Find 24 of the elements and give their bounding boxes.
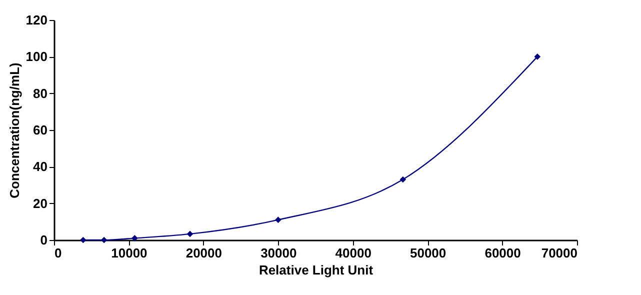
y-tick-label: 40 [33,159,48,174]
x-tick-label: 50000 [410,246,446,260]
y-tick-label: 60 [33,122,48,138]
y-tick-label: 0 [40,232,48,248]
point [274,216,282,223]
point [186,230,194,238]
x-tick-label: 20000 [186,246,222,260]
y-tick-label: 120 [26,12,48,28]
x-tick-label: 70000 [541,246,578,260]
point [534,54,541,60]
y-tick-label: 100 [26,49,48,64]
x-axis-title: Relative Light Unit [258,262,374,278]
point [100,236,108,244]
x-tick-label: 60000 [484,246,521,260]
y-tick-label: 20 [33,196,48,211]
y-tick-label: 80 [33,86,48,101]
x-tick-label: 30000 [260,246,297,260]
x-tick-label: 10000 [111,246,148,260]
point [400,176,406,183]
point [132,235,138,242]
point [80,236,86,244]
x-tick-label: 40000 [335,246,372,260]
y-axis-title: Concentration(ng/mL) [6,62,22,198]
x-tick-label: 0 [54,246,62,260]
